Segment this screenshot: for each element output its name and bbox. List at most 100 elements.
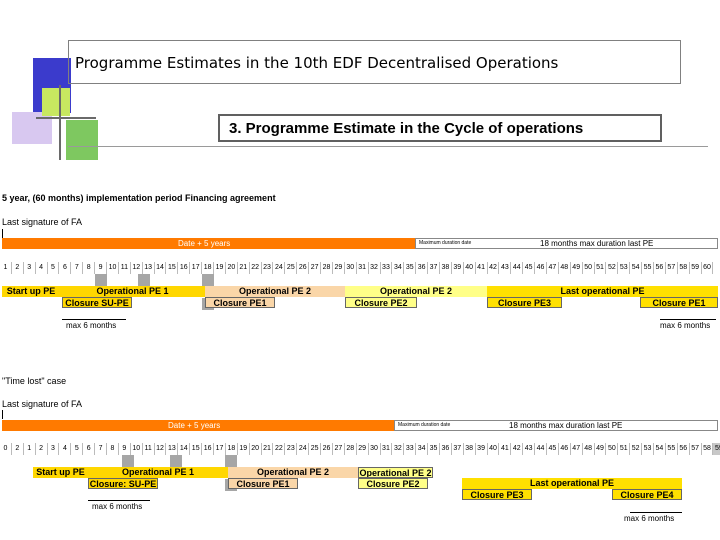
s1-max-duration: 18 months max duration last PE	[540, 239, 654, 248]
month-cell: 33	[404, 443, 417, 455]
month-cell: 35	[428, 443, 440, 455]
month-cell: 9	[95, 262, 108, 274]
month-cell: 27	[333, 443, 345, 455]
month-cell: 49	[571, 262, 583, 274]
month-cell: 10	[107, 262, 119, 274]
month-cell: 19	[214, 262, 226, 274]
s2-bar-label: Date + 5 years	[168, 421, 221, 430]
month-cell: 39	[476, 443, 488, 455]
month-cell: 30	[345, 262, 357, 274]
month-cell: 57	[666, 262, 678, 274]
month-cell: 45	[523, 262, 536, 274]
s2-operational-pe2b: Operational PE 2	[358, 467, 433, 478]
month-cell: 40	[488, 443, 500, 455]
s2-closure-supe: Closure: SU-PE	[88, 478, 158, 489]
month-cell: 30	[369, 443, 381, 455]
month-cell: 14	[155, 262, 167, 274]
month-cell: 54	[654, 443, 666, 455]
month-cell: 23	[262, 262, 274, 274]
month-cell: 16	[178, 262, 191, 274]
month-cell: 58	[702, 443, 714, 455]
month-cell: 26	[297, 262, 310, 274]
s1-heading: 5 year, (60 months) implementation perio…	[2, 193, 276, 203]
s2-max-duration: 18 months max duration last PE	[509, 421, 623, 430]
month-cell: 40	[464, 262, 476, 274]
s2-operational-pe2: Operational PE 2	[228, 467, 358, 478]
month-cell: 59	[713, 443, 720, 455]
month-cell: 5	[48, 262, 60, 274]
month-cell: 59	[690, 262, 702, 274]
decor-square-yellowgreen	[42, 88, 70, 116]
s2-closure-pe2: Closure PE2	[358, 478, 428, 489]
month-cell: 10	[131, 443, 143, 455]
month-cell: 13	[143, 262, 155, 274]
s1-small-note: Maximum duration date	[419, 240, 472, 246]
s1-startup-pe: Start up PE	[2, 286, 60, 297]
s1-marker	[202, 274, 214, 286]
month-cell: 51	[618, 443, 631, 455]
month-cell: 0	[0, 443, 12, 455]
month-cell: 39	[452, 262, 464, 274]
month-cell: 42	[511, 443, 524, 455]
s1-last-signature: Last signature of FA	[2, 217, 83, 227]
month-cell: 15	[166, 262, 179, 274]
month-cell: 6	[83, 443, 96, 455]
month-cell: 29	[333, 262, 345, 274]
s1-closure-pe1b: Closure PE1	[640, 297, 718, 308]
month-cell: 20	[250, 443, 262, 455]
month-cell: 55	[642, 262, 654, 274]
month-cell: 36	[416, 262, 429, 274]
s1-last-operational-pe: Last operational PE	[487, 286, 718, 297]
s1-max-left: max 6 months	[66, 321, 117, 330]
month-cell: 4	[36, 262, 48, 274]
month-cell: 41	[499, 443, 512, 455]
s1-operational-pe2: Operational PE 2	[205, 286, 345, 297]
page-title: Programme Estimates in the 10th EDF Dece…	[68, 40, 681, 84]
month-cell: 20	[226, 262, 238, 274]
month-cell: 18	[202, 262, 215, 274]
month-cell: 34	[392, 262, 405, 274]
month-cell: 57	[690, 443, 702, 455]
divider	[68, 146, 708, 147]
month-cell: 23	[285, 443, 298, 455]
month-cell: 24	[273, 262, 286, 274]
month-cell: 13	[166, 443, 179, 455]
s1-left-arrow	[62, 319, 126, 320]
month-cell: 2	[36, 443, 48, 455]
month-cell: 36	[440, 443, 452, 455]
month-cell: 28	[345, 443, 357, 455]
s1-marker	[138, 274, 150, 286]
s2-last-operational-pe: Last operational PE	[462, 478, 682, 489]
month-cell: 12	[131, 262, 143, 274]
month-cell: 27	[309, 262, 322, 274]
month-cell: 17	[190, 262, 203, 274]
month-cell: 56	[654, 262, 666, 274]
month-cell: 35	[404, 262, 417, 274]
month-cell: 11	[143, 443, 155, 455]
month-cell: 2	[12, 443, 24, 455]
month-cell: 8	[83, 262, 96, 274]
month-cell: 50	[583, 262, 595, 274]
month-cell: 44	[511, 262, 524, 274]
month-cell: 37	[452, 443, 464, 455]
section-subtitle: 3. Programme Estimate in the Cycle of op…	[218, 114, 662, 142]
month-cell: 5	[71, 443, 84, 455]
s1-closure-pe3: Closure PE3	[487, 297, 562, 308]
s1-max-right: max 6 months	[660, 321, 711, 330]
s2-last-signature: Last signature of FA	[2, 399, 83, 409]
month-cell: 21	[262, 443, 274, 455]
month-cell: 22	[250, 262, 262, 274]
s2-closure-pe3: Closure PE3	[462, 489, 532, 500]
month-cell: 16	[202, 443, 215, 455]
s2-marker	[170, 455, 182, 467]
month-cell: 22	[273, 443, 286, 455]
month-cell: 50	[606, 443, 619, 455]
s2-startup-pe: Start up PE	[33, 467, 88, 478]
month-cell: 32	[369, 262, 381, 274]
s1-marker	[95, 274, 107, 286]
month-cell: 47	[571, 443, 583, 455]
month-cell: 47	[547, 262, 559, 274]
month-cell: 38	[464, 443, 476, 455]
s2-max-left: max 6 months	[92, 502, 143, 511]
month-cell: 31	[357, 262, 369, 274]
